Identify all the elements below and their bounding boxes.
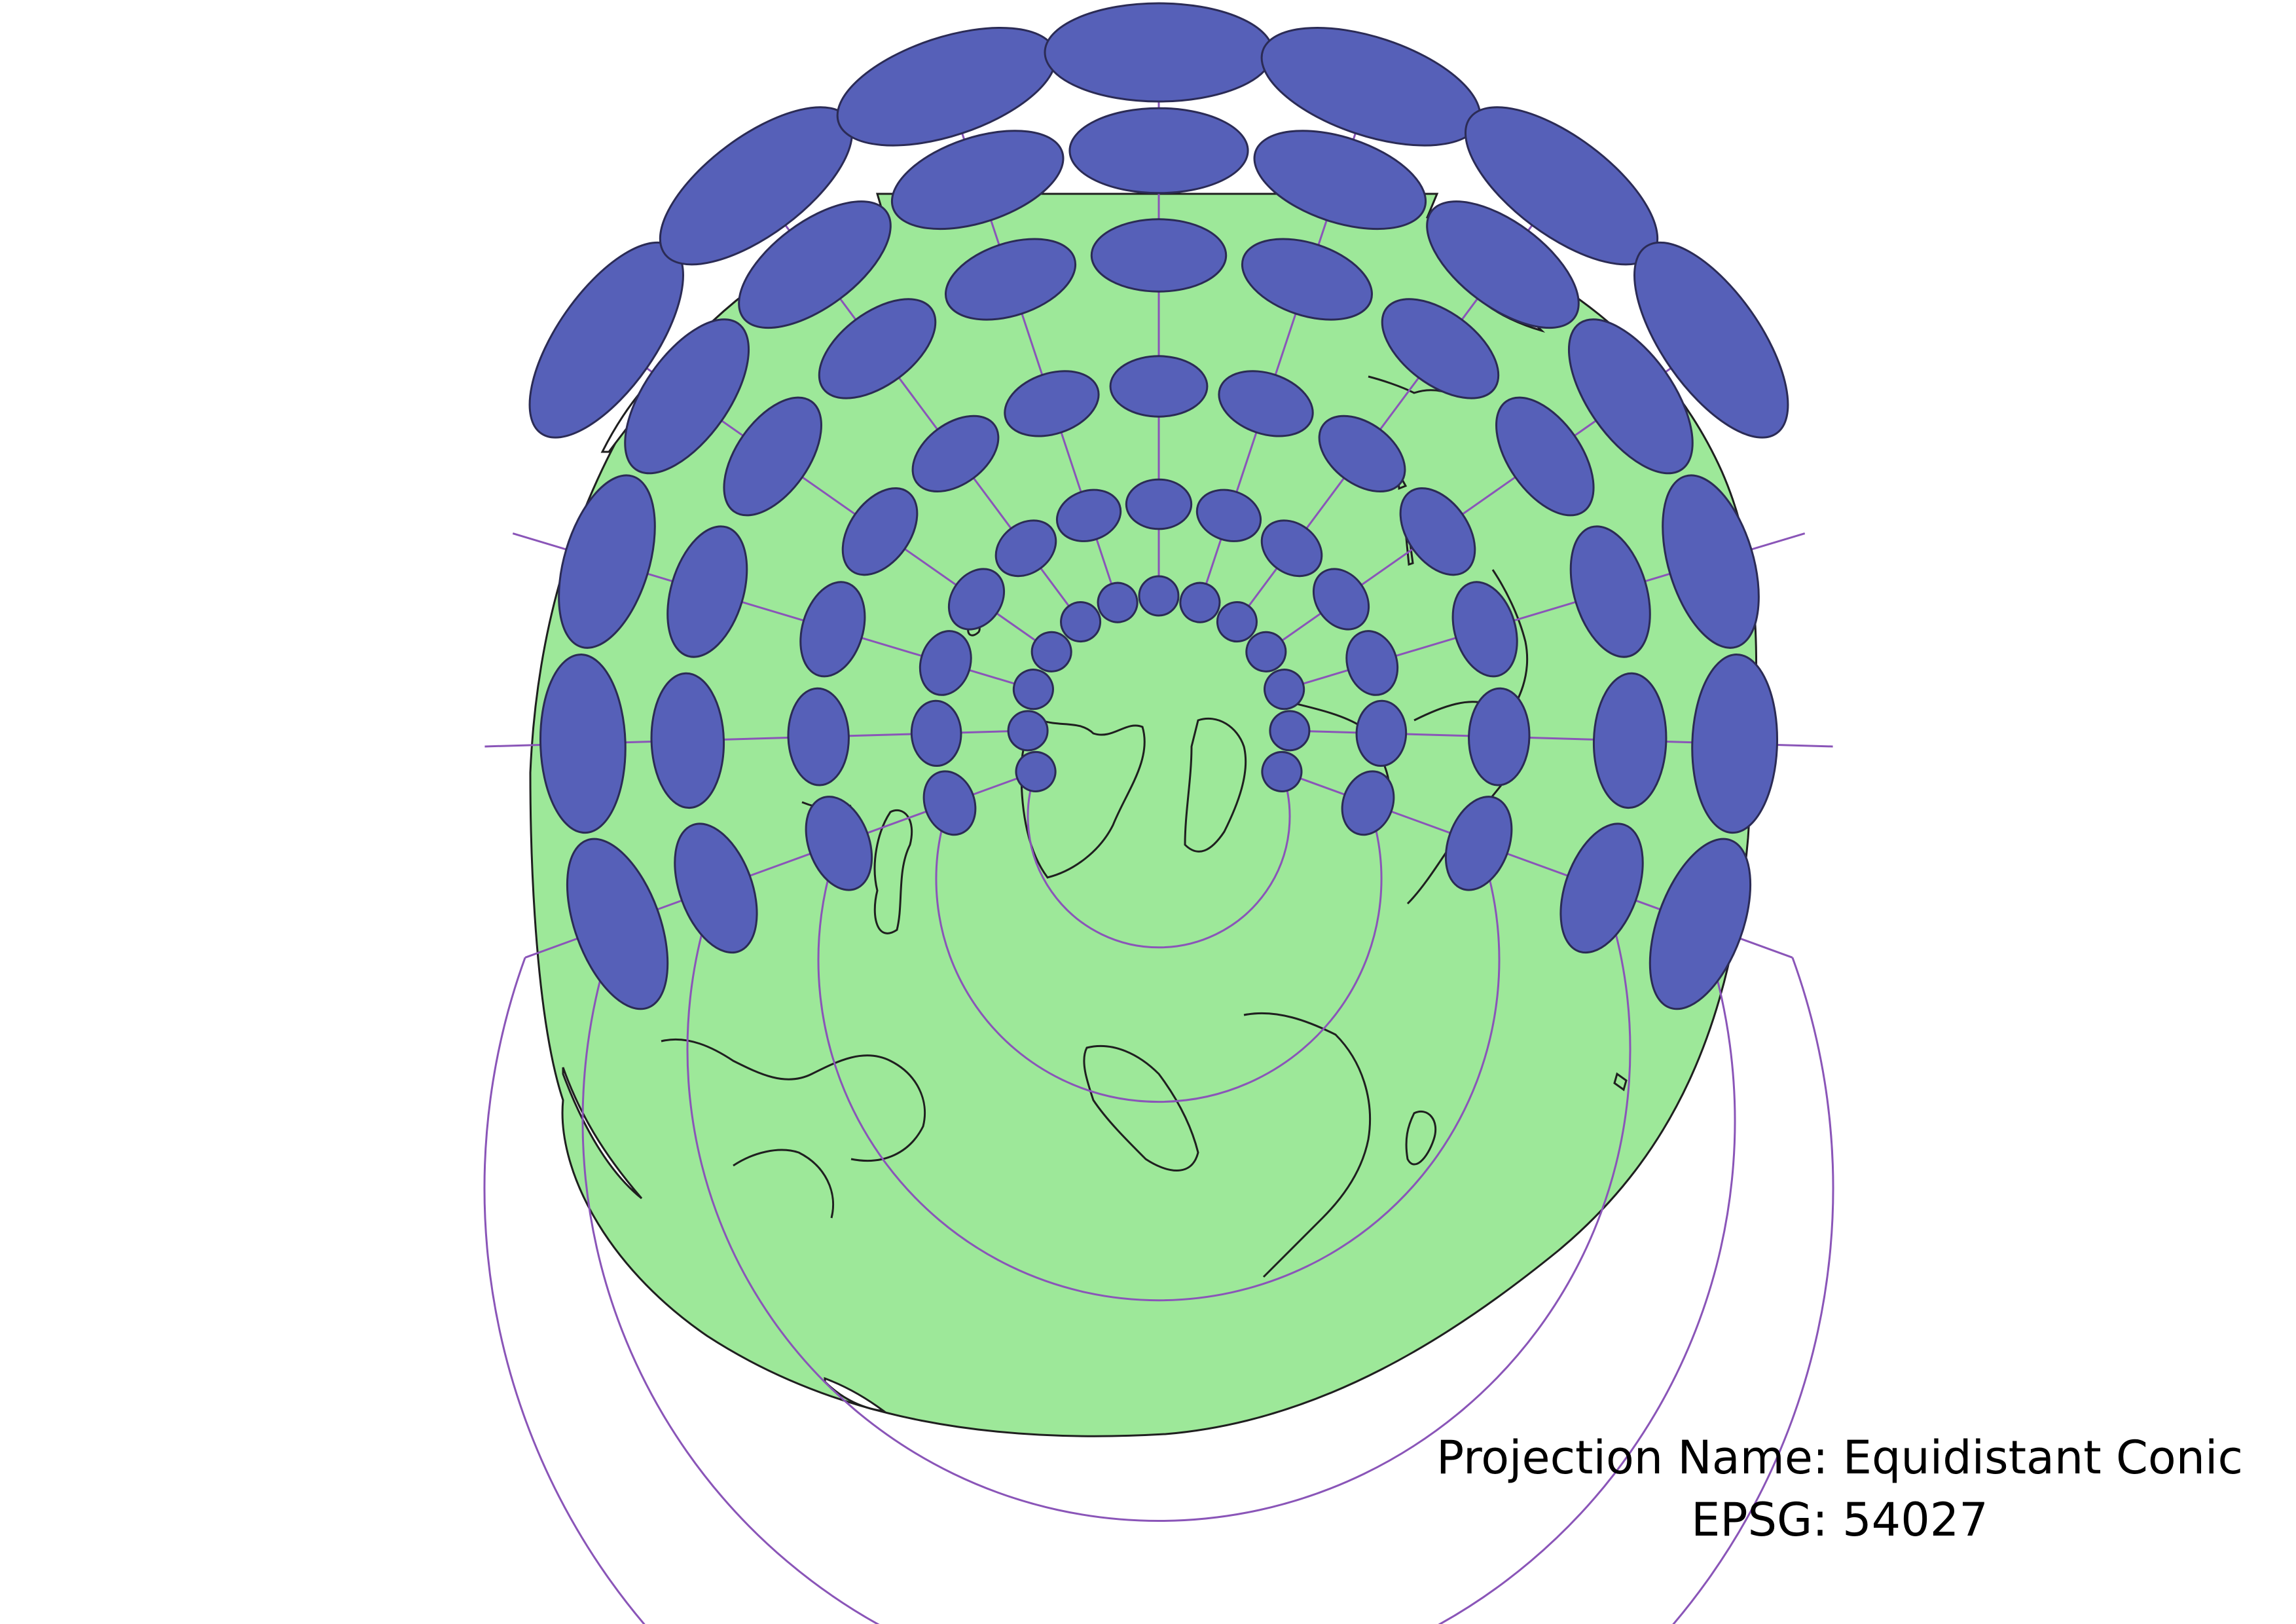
tissot-ellipse xyxy=(1451,581,1518,678)
tissot-ellipse xyxy=(922,770,977,836)
tissot-ellipse xyxy=(1004,370,1100,437)
tissot-ellipse xyxy=(1444,796,1513,891)
tissot-ellipse xyxy=(818,298,937,399)
tissot-ellipse xyxy=(911,415,1000,493)
tissot-ellipse xyxy=(1318,415,1406,493)
tissot-ellipse xyxy=(1381,298,1500,399)
tissot-ellipse xyxy=(1044,2,1274,103)
tissot-ellipse xyxy=(1569,525,1651,658)
tissot-ellipse xyxy=(919,630,972,696)
parallel-line xyxy=(483,957,1834,1624)
tissot-ellipse xyxy=(1253,130,1427,231)
tissot-ellipse xyxy=(1426,200,1580,329)
tissot-ellipse xyxy=(1241,238,1374,321)
tissot-ellipse xyxy=(566,838,669,1010)
tissot-ellipse xyxy=(1355,699,1408,767)
tissot-ellipse xyxy=(1399,487,1476,576)
tissot-ellipse xyxy=(1341,770,1395,836)
projection-name-label: Projection Name: Equidistant Conic xyxy=(1436,1431,2243,1485)
tissot-ellipse xyxy=(624,318,750,475)
tissot-ellipse xyxy=(1097,581,1139,623)
parallel-line xyxy=(935,802,1383,1103)
tissot-ellipse xyxy=(1068,107,1249,194)
tissot-ellipse xyxy=(1245,631,1287,673)
tissot-ellipse xyxy=(787,687,850,786)
tissot-ellipse xyxy=(1345,630,1399,696)
tissot-ellipse xyxy=(1264,669,1305,710)
tissot-ellipse xyxy=(1218,370,1314,437)
tissot-ellipse xyxy=(1649,838,1752,1010)
tissot-ellipse xyxy=(1030,631,1072,673)
tissot-ellipse xyxy=(1559,822,1644,954)
tissot-ellipse xyxy=(805,796,873,891)
tissot-indicatrices xyxy=(528,2,1789,1010)
tissot-ellipse xyxy=(1260,519,1323,578)
tissot-ellipse xyxy=(1633,241,1789,439)
tissot-ellipse xyxy=(947,568,1006,631)
tissot-ellipse xyxy=(1125,478,1193,530)
tissot-ellipse xyxy=(738,200,892,329)
tissot-ellipse xyxy=(1691,654,1779,834)
parallel-line xyxy=(686,887,1631,1522)
tissot-ellipse xyxy=(1138,575,1180,617)
tissot-ellipse xyxy=(944,238,1077,321)
tissot-ellipse xyxy=(1495,396,1595,517)
tissot-ellipse xyxy=(1109,355,1209,418)
tissot-ellipse xyxy=(558,474,656,649)
tissot-ellipse xyxy=(1592,672,1667,809)
tissot-ellipse xyxy=(841,487,919,576)
tissot-ellipse xyxy=(1269,710,1311,752)
tissot-ellipse xyxy=(799,581,866,678)
tissot-ellipse xyxy=(1468,687,1531,786)
tissot-ellipse xyxy=(1662,474,1760,649)
tissot-ellipse xyxy=(1261,750,1303,792)
tissot-ellipse xyxy=(666,525,748,658)
tissot-ellipse xyxy=(994,519,1057,578)
tissot-ellipse xyxy=(1090,218,1228,293)
tissot-ellipse xyxy=(650,672,725,809)
tissot-ellipse xyxy=(539,654,627,834)
tissot-ellipse xyxy=(890,130,1065,231)
epsg-code-label: EPSG: 54027 xyxy=(1691,1493,1988,1547)
tissot-ellipse xyxy=(674,822,758,954)
tissot-ellipse xyxy=(1195,489,1262,542)
tissot-ellipse xyxy=(1567,318,1694,475)
parallel-line xyxy=(581,923,1736,1624)
tissot-ellipse xyxy=(723,396,822,517)
tissot-ellipse xyxy=(1055,489,1122,542)
tissot-ellipse xyxy=(1007,710,1049,752)
tissot-ellipse xyxy=(1060,601,1102,643)
tissot-ellipse xyxy=(1312,568,1370,631)
parallel-line xyxy=(817,843,1501,1302)
tissot-ellipse xyxy=(1179,581,1221,623)
tissot-ellipse xyxy=(1015,750,1057,792)
tissot-ellipse xyxy=(1216,601,1258,643)
parallel-line xyxy=(1027,771,1291,949)
tissot-ellipse xyxy=(1012,669,1054,710)
tissot-ellipse xyxy=(910,699,962,767)
